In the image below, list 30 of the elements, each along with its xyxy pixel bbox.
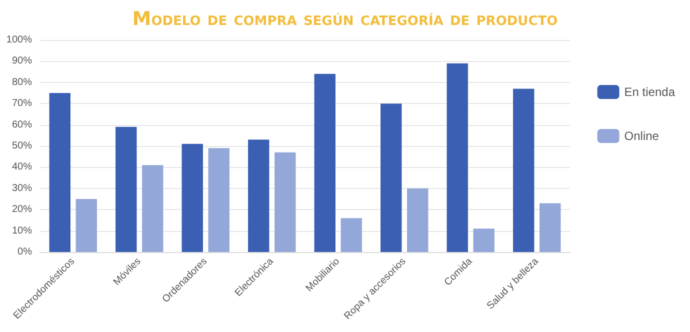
bar: [116, 126, 137, 252]
y-tick-label: 50%: [12, 140, 32, 152]
y-tick-label: 0%: [18, 246, 32, 258]
bar: [473, 228, 494, 252]
y-tick-label: 70%: [12, 98, 32, 110]
y-tick-label: 10%: [12, 225, 32, 236]
y-tick-label: 80%: [12, 76, 32, 88]
y-tick-label: 100%: [6, 34, 32, 46]
bar: [76, 199, 97, 252]
bar: [208, 148, 230, 252]
bar: [380, 104, 402, 252]
legend-label: Online: [624, 129, 660, 143]
chart-title: Modelo de compra según categoría de producto: [131, 8, 559, 30]
bar: [49, 93, 70, 252]
bar: [446, 63, 468, 252]
bar: [142, 165, 164, 252]
y-tick-label: 90%: [12, 56, 32, 67]
bar: [274, 152, 296, 252]
y-tick-label: 20%: [12, 204, 32, 216]
y-tick-label: 60%: [12, 119, 32, 130]
bar: [314, 74, 336, 252]
bar: [248, 140, 270, 252]
y-tick-label: 40%: [12, 162, 32, 173]
legend-label: En tienda: [624, 85, 676, 99]
bar: [407, 188, 428, 252]
y-tick-label: 30%: [12, 182, 32, 194]
bar: [513, 88, 534, 252]
bar: [340, 218, 362, 252]
bar: [182, 144, 203, 252]
bar: [540, 203, 561, 252]
